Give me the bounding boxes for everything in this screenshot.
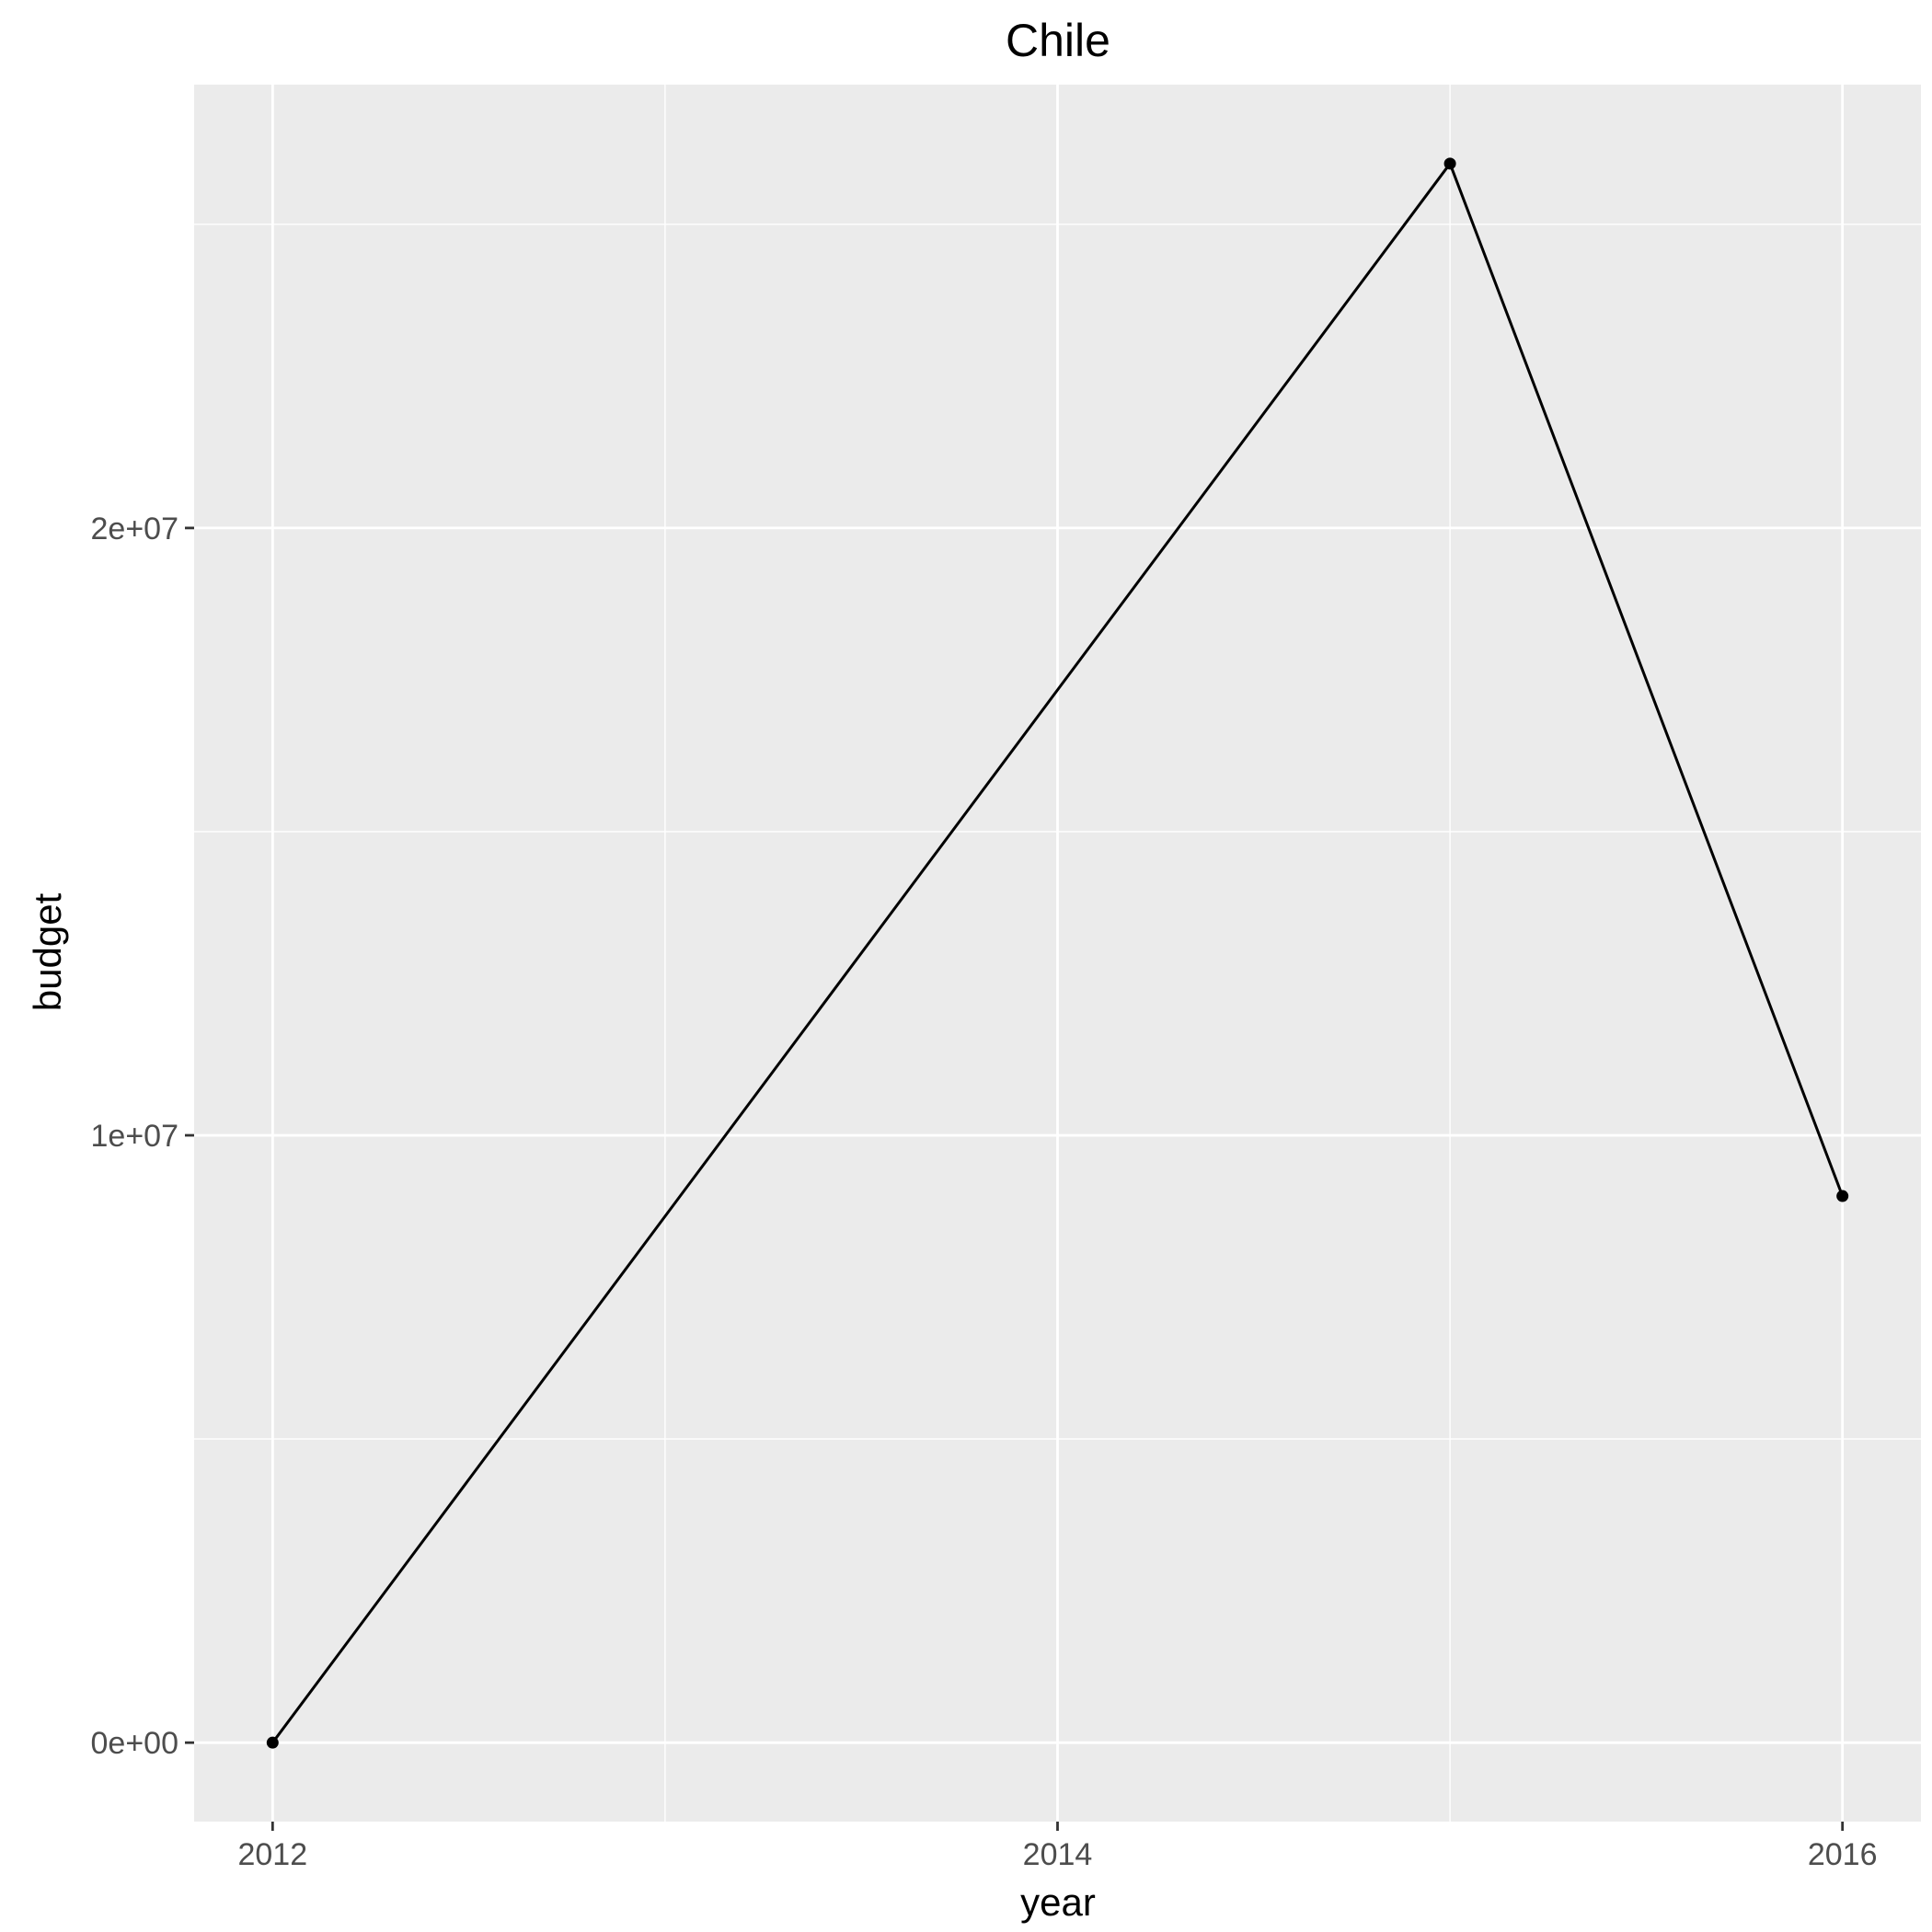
y-tick-label: 0e+00 [91,1726,179,1761]
y-axis-tick-labels: 0e+00 1e+07 2e+07 [91,512,179,1761]
y-axis-title: budget [26,892,69,1011]
data-point [1836,1190,1849,1202]
x-tick-label: 2014 [1023,1837,1093,1872]
major-gridlines [194,85,1921,1822]
y-tick-label: 2e+07 [91,512,179,546]
x-axis-title: year [1020,1880,1096,1924]
data-point [1443,157,1456,170]
y-tick-label: 1e+07 [91,1119,179,1154]
x-tick-label: 2016 [1808,1837,1878,1872]
chart-title: Chile [1006,15,1110,66]
axis-ticks [185,526,1845,1831]
x-axis-tick-labels: 2012 2014 2016 [237,1837,1877,1872]
data-point [266,1736,279,1749]
series-layer [266,157,1849,1749]
x-tick-label: 2012 [237,1837,307,1872]
